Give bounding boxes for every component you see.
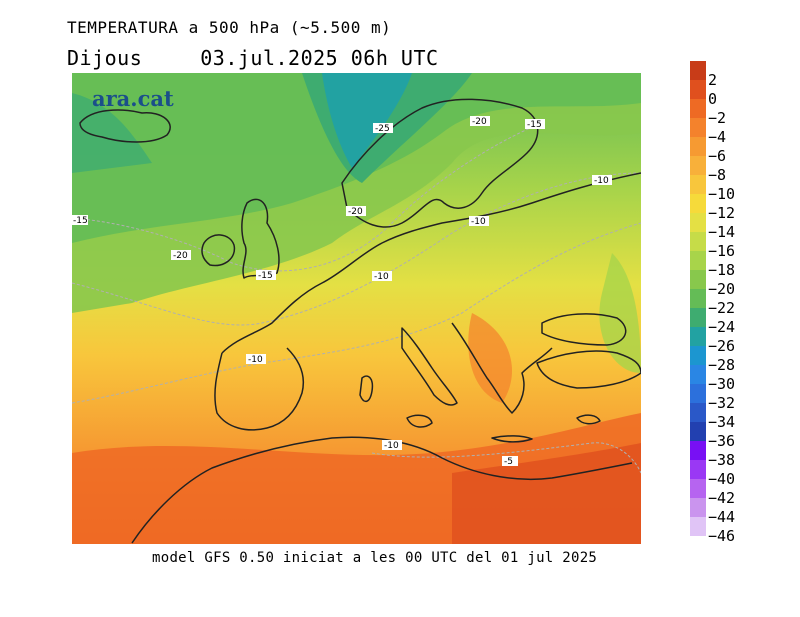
contour-label: -10 bbox=[382, 440, 402, 451]
legend-label: −44 bbox=[708, 508, 736, 526]
svg-text:-20: -20 bbox=[348, 207, 363, 217]
legend-swatch bbox=[690, 517, 706, 536]
legend-swatch bbox=[690, 327, 706, 346]
legend-label: −24 bbox=[708, 318, 736, 336]
svg-text:-10: -10 bbox=[374, 272, 389, 282]
contour-label: -10 bbox=[469, 216, 489, 227]
legend-label: −20 bbox=[708, 280, 736, 298]
svg-text:-25: -25 bbox=[375, 124, 390, 134]
contour-label: -10 bbox=[592, 175, 612, 186]
legend-label: −18 bbox=[708, 261, 736, 279]
legend-swatch bbox=[690, 61, 706, 80]
legend-swatch bbox=[690, 422, 706, 441]
svg-text:-15: -15 bbox=[527, 120, 542, 130]
svg-text:-10: -10 bbox=[248, 355, 263, 365]
ara-cat-logo: ara.cat bbox=[92, 86, 174, 111]
legend-swatch bbox=[690, 80, 706, 99]
legend-label: 0 bbox=[708, 90, 718, 108]
legend-label: −32 bbox=[708, 394, 736, 412]
contour-label: -20 bbox=[171, 250, 191, 261]
legend-label: −36 bbox=[708, 432, 736, 450]
contour-label: -25 bbox=[373, 123, 393, 134]
legend-swatch bbox=[690, 346, 706, 365]
legend-swatch bbox=[690, 270, 706, 289]
contour-label: -15 bbox=[256, 270, 276, 281]
svg-text:-10: -10 bbox=[384, 441, 399, 451]
forecast-datetime: 03.jul.2025 06h UTC bbox=[200, 46, 439, 70]
svg-text:-20: -20 bbox=[472, 117, 487, 127]
svg-text:-10: -10 bbox=[471, 217, 486, 227]
model-footer: model GFS 0.50 iniciat a les 00 UTC del … bbox=[152, 550, 598, 566]
legend-label: −26 bbox=[708, 337, 736, 355]
legend-swatch bbox=[690, 213, 706, 232]
forecast-day: Dijous bbox=[67, 46, 143, 70]
color-legend bbox=[690, 61, 710, 536]
legend-label: −40 bbox=[708, 470, 736, 488]
legend-label: −2 bbox=[708, 109, 727, 127]
legend-swatch bbox=[690, 479, 706, 498]
legend-label: −22 bbox=[708, 299, 736, 317]
legend-swatch bbox=[690, 289, 706, 308]
legend-swatch bbox=[690, 441, 706, 460]
legend-swatch bbox=[690, 99, 706, 118]
legend-label: −34 bbox=[708, 413, 736, 431]
legend-label: −14 bbox=[708, 223, 736, 241]
legend-label: −38 bbox=[708, 451, 736, 469]
legend-swatch bbox=[690, 251, 706, 270]
legend-swatch bbox=[690, 156, 706, 175]
legend-label: −30 bbox=[708, 375, 736, 393]
legend-label: −42 bbox=[708, 489, 736, 507]
svg-text:-20: -20 bbox=[173, 251, 188, 261]
legend-label: −6 bbox=[708, 147, 727, 165]
map-subtitle: Dijous 03.jul.2025 06h UTC bbox=[67, 46, 439, 70]
svg-text:-10: -10 bbox=[594, 176, 609, 186]
contour-label: -15 bbox=[525, 119, 545, 130]
legend-label: −10 bbox=[708, 185, 736, 203]
contour-label: -20 bbox=[346, 206, 366, 217]
legend-swatch bbox=[690, 460, 706, 479]
legend-label: −46 bbox=[708, 527, 736, 545]
svg-text:-5: -5 bbox=[504, 457, 513, 467]
svg-text:-15: -15 bbox=[73, 216, 88, 226]
legend-label: −4 bbox=[708, 128, 727, 146]
legend-swatch bbox=[690, 308, 706, 327]
svg-text:-15: -15 bbox=[258, 271, 273, 281]
legend-swatch bbox=[690, 498, 706, 517]
legend-label: 2 bbox=[708, 71, 718, 89]
legend-label: −12 bbox=[708, 204, 736, 222]
legend-label: −28 bbox=[708, 356, 736, 374]
legend-swatch bbox=[690, 118, 706, 137]
legend-swatch bbox=[690, 403, 706, 422]
contour-label: -10 bbox=[246, 354, 266, 365]
contour-label: -20 bbox=[470, 116, 490, 127]
legend-swatch bbox=[690, 137, 706, 156]
contour-label: -15 bbox=[72, 215, 88, 226]
legend-swatch bbox=[690, 175, 706, 194]
legend-labels: 2 0 −2 −4 −6 −8 −10 −12 −14 −16 −18 −20 −22 −24 −26 −28… bbox=[708, 71, 735, 546]
contour-label: -10 bbox=[372, 271, 392, 282]
legend-swatch bbox=[690, 232, 706, 251]
legend-label: −8 bbox=[708, 166, 727, 184]
legend-swatch bbox=[690, 384, 706, 403]
map-title: TEMPERATURA a 500 hPa (~5.500 m) bbox=[67, 18, 392, 37]
legend-swatch bbox=[690, 194, 706, 213]
legend-label: −16 bbox=[708, 242, 736, 260]
temperature-map: -25 -20 -15 -10 -15 -20 -10 -20 -15 -10 … bbox=[72, 73, 641, 544]
legend-swatch bbox=[690, 365, 706, 384]
contour-label: -5 bbox=[502, 456, 518, 467]
